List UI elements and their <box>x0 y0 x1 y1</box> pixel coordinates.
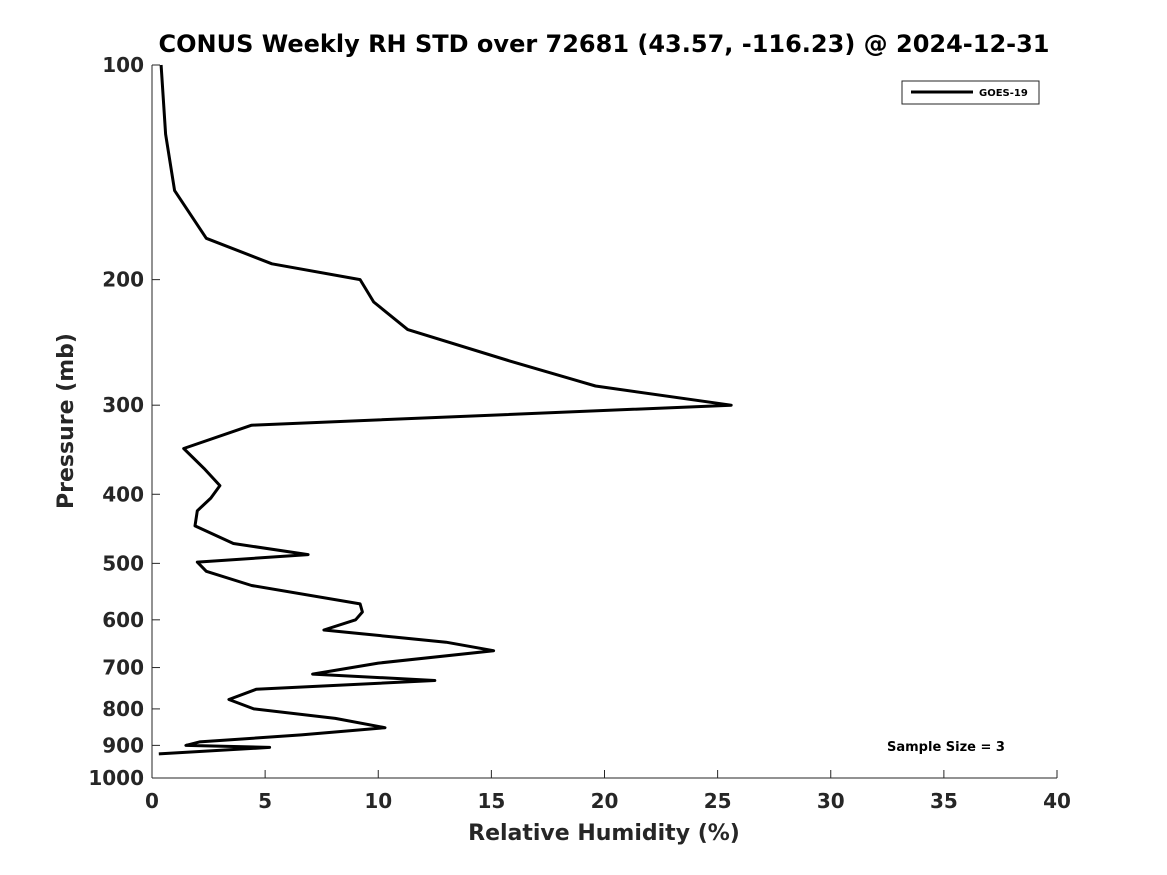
x-tick-label: 20 <box>591 789 619 813</box>
x-tick-label: 40 <box>1043 789 1071 813</box>
x-axis-ticks: 0 5 10 15 20 25 30 35 40 <box>145 770 1071 813</box>
y-tick-label: 100 <box>102 53 144 77</box>
chart-title: CONUS Weekly RH STD over 72681 (43.57, -… <box>158 30 1049 58</box>
legend: GOES-19 <box>901 80 1040 105</box>
y-axis-ticks: 100 200 300 400 500 600 700 800 900 1000 <box>88 53 160 790</box>
x-tick-label: 30 <box>817 789 845 813</box>
sample-size-annotation: Sample Size = 3 <box>887 740 1005 755</box>
x-tick-label: 35 <box>930 789 958 813</box>
series-line-goes-19 <box>158 64 733 756</box>
x-tick-label: 25 <box>704 789 732 813</box>
y-tick-label: 900 <box>102 733 144 757</box>
y-tick-label: 500 <box>102 551 144 575</box>
x-tick-label: 0 <box>145 789 159 813</box>
y-tick-label: 200 <box>102 268 144 292</box>
y-axis-label: Pressure (mb) <box>54 333 79 509</box>
x-axis-label: Relative Humidity (%) <box>468 821 740 846</box>
y-tick-label: 700 <box>102 656 144 680</box>
x-tick-label: 5 <box>258 789 272 813</box>
x-tick-label: 10 <box>364 789 392 813</box>
y-tick-label: 600 <box>102 608 144 632</box>
y-tick-label: 300 <box>102 393 144 417</box>
y-tick-label: 1000 <box>88 766 144 790</box>
legend-entry-goes-19: GOES-19 <box>979 88 1028 99</box>
y-tick-label: 400 <box>102 482 144 506</box>
x-tick-label: 15 <box>477 789 505 813</box>
plot-area: 0 5 10 15 20 25 30 35 40 100 200 300 400 500 600 700 80… <box>88 53 1071 813</box>
y-tick-label: 800 <box>102 697 144 721</box>
